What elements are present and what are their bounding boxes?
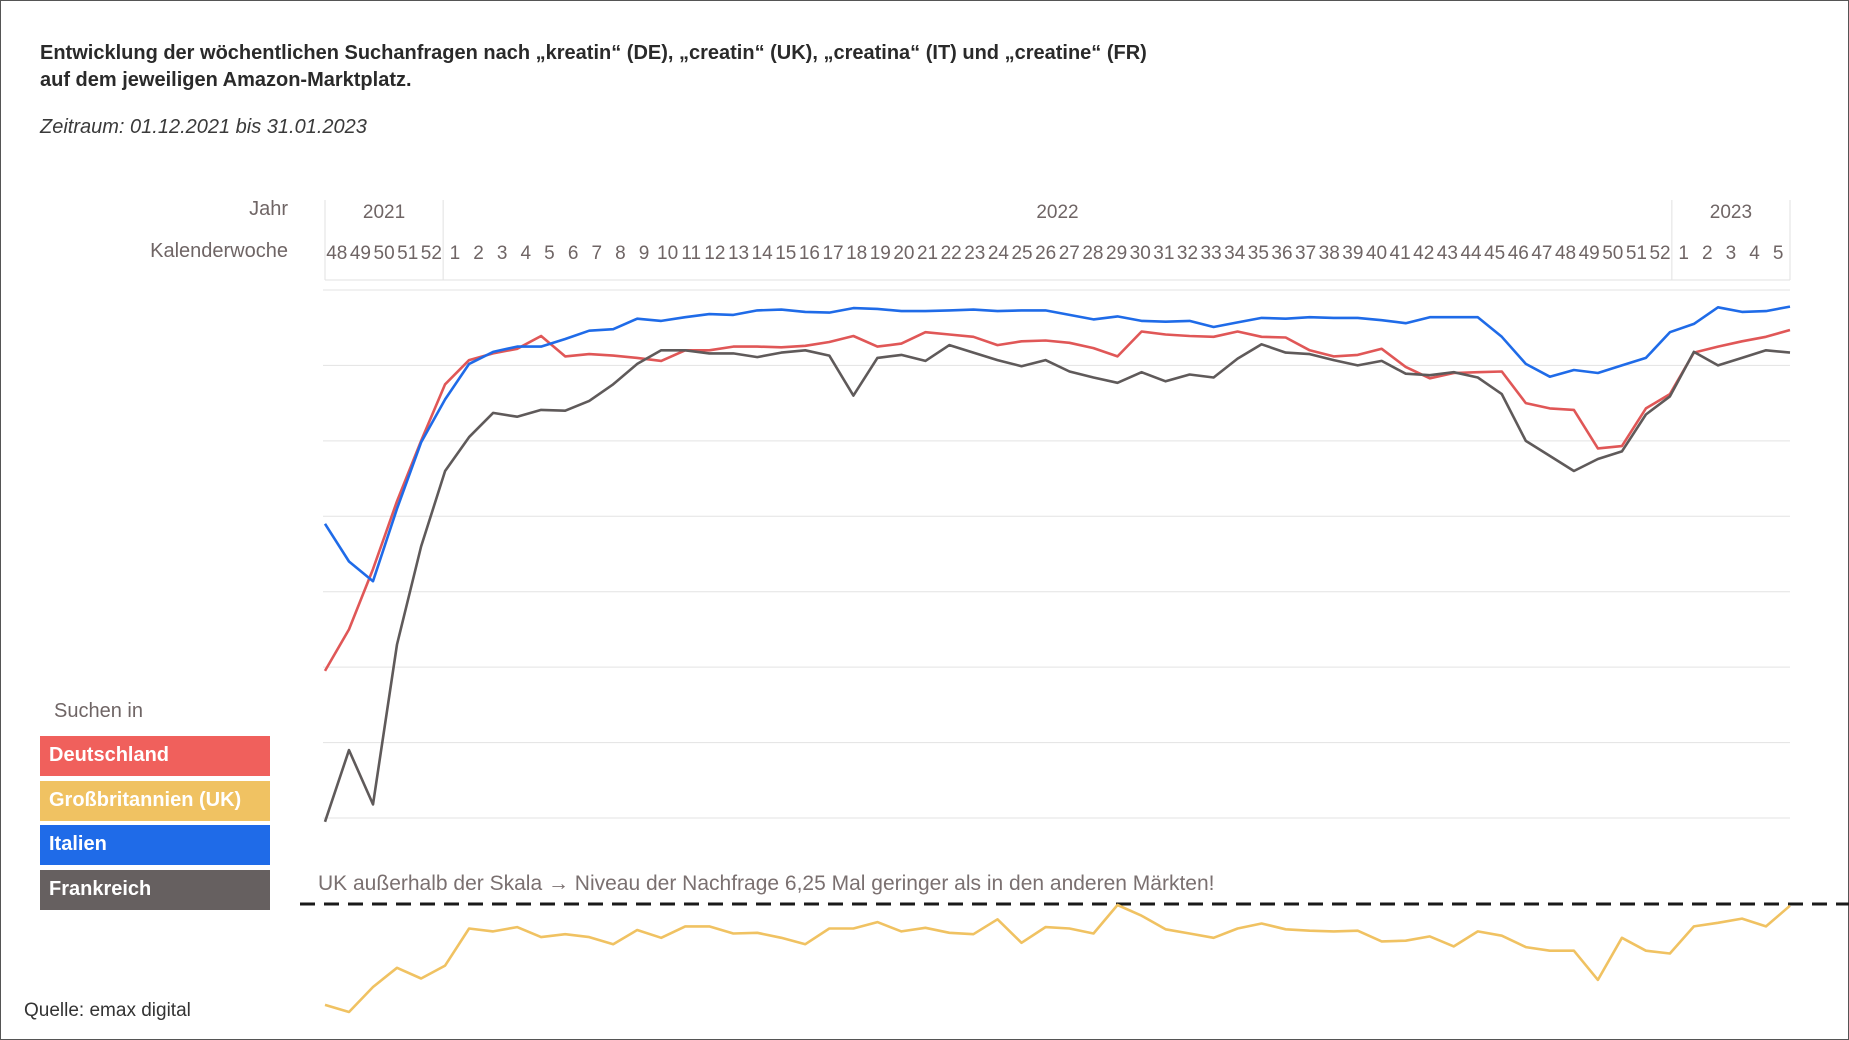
series-line-italien xyxy=(323,305,1791,583)
week-tick-label: 48 xyxy=(1555,243,1576,264)
week-tick-label: 25 xyxy=(1011,243,1032,264)
week-tick-label: 39 xyxy=(1342,243,1363,264)
week-tick-label: 9 xyxy=(639,243,650,264)
year-label: 2021 xyxy=(363,202,405,223)
year-label: 2022 xyxy=(1036,202,1078,223)
series-line-frankreich xyxy=(323,342,1791,823)
series-line-großbritannien-uk xyxy=(324,903,1791,1014)
week-tick-label: 15 xyxy=(775,243,796,264)
week-tick-label: 52 xyxy=(421,243,442,264)
legend-item-grossbritannien: Großbritannien (UK) xyxy=(40,781,270,821)
uk-scale-note: UK außerhalb der Skala → Niveau der Nach… xyxy=(318,872,1215,895)
week-tick-label: 34 xyxy=(1224,243,1246,264)
week-tick-label: 6 xyxy=(568,243,579,264)
week-tick-label: 3 xyxy=(497,243,508,264)
week-tick-label: 16 xyxy=(799,243,820,264)
week-tick-label: 47 xyxy=(1531,243,1552,264)
week-tick-label: 52 xyxy=(1649,243,1670,264)
gridlines xyxy=(323,289,1790,819)
week-tick-label: 7 xyxy=(591,243,602,264)
week-tick-label: 48 xyxy=(326,243,347,264)
series-line-deutschland xyxy=(323,328,1791,672)
legend-item-italien: Italien xyxy=(40,825,270,865)
year-row-label: Jahr xyxy=(249,198,288,220)
week-tick-label: 40 xyxy=(1366,243,1387,264)
week-tick-label: 51 xyxy=(397,243,418,264)
week-tick-label: 43 xyxy=(1437,243,1458,264)
week-tick-label: 30 xyxy=(1130,243,1151,264)
title-line-1: Entwicklung der wöchentlichen Suchanfrag… xyxy=(40,42,1147,64)
week-tick-label: 21 xyxy=(917,243,938,264)
week-tick-label: 36 xyxy=(1271,243,1292,264)
week-tick-label: 4 xyxy=(521,243,532,264)
week-tick-label: 13 xyxy=(728,243,749,264)
week-tick-label: 1 xyxy=(1678,243,1689,264)
week-tick-label: 44 xyxy=(1460,243,1482,264)
week-tick-label: 49 xyxy=(350,243,371,264)
week-tick-label: 49 xyxy=(1579,243,1600,264)
legend-title: Suchen in xyxy=(54,700,143,722)
week-tick-label: 5 xyxy=(544,243,555,264)
week-tick-label: 17 xyxy=(822,243,843,264)
week-tick-label: 32 xyxy=(1177,243,1198,264)
chart-title: Entwicklung der wöchentlichen Suchanfrag… xyxy=(40,40,1147,94)
week-tick-label: 20 xyxy=(893,243,914,264)
week-tick-label: 26 xyxy=(1035,243,1056,264)
week-tick-label: 3 xyxy=(1726,243,1737,264)
week-tick-label: 45 xyxy=(1484,243,1505,264)
week-tick-label: 50 xyxy=(374,243,395,264)
week-tick-label: 2 xyxy=(473,243,484,264)
week-tick-label: 5 xyxy=(1773,243,1784,264)
title-line-2: auf dem jeweiligen Amazon-Marktplatz. xyxy=(40,69,412,91)
year-label: 2023 xyxy=(1710,202,1752,223)
week-tick-label: 4 xyxy=(1749,243,1760,264)
week-tick-label: 2 xyxy=(1702,243,1713,264)
week-tick-label: 33 xyxy=(1201,243,1222,264)
week-tick-label: 1 xyxy=(450,243,461,264)
week-row-label: Kalenderwoche xyxy=(150,240,288,262)
week-tick-label: 12 xyxy=(704,243,725,264)
week-tick-label: 28 xyxy=(1082,243,1103,264)
week-tick-label: 27 xyxy=(1059,243,1080,264)
week-tick-label: 42 xyxy=(1413,243,1434,264)
week-tick-label: 41 xyxy=(1390,243,1411,264)
week-tick-label: 22 xyxy=(941,243,962,264)
week-tick-label: 24 xyxy=(988,243,1010,264)
week-tick-label: 31 xyxy=(1153,243,1174,264)
week-tick-label: 18 xyxy=(846,243,867,264)
week-tick-label: 23 xyxy=(964,243,985,264)
week-tick-label: 14 xyxy=(752,243,774,264)
week-tick-label: 46 xyxy=(1508,243,1529,264)
week-tick-label: 38 xyxy=(1319,243,1340,264)
legend-item-deutschland: Deutschland xyxy=(40,736,270,776)
series-lines xyxy=(323,305,1791,1014)
legend-item-frankreich: Frankreich xyxy=(40,870,270,910)
period-subtitle: Zeitraum: 01.12.2021 bis 31.01.2023 xyxy=(40,116,367,138)
week-tick-label: 19 xyxy=(870,243,891,264)
week-tick-label: 11 xyxy=(681,243,701,264)
week-tick-label: 50 xyxy=(1602,243,1623,264)
week-tick-label: 29 xyxy=(1106,243,1127,264)
week-tick-label: 8 xyxy=(615,243,626,264)
source-note: Quelle: emax digital xyxy=(24,1000,191,1021)
week-tick-label: 35 xyxy=(1248,243,1269,264)
week-tick-label: 10 xyxy=(657,243,678,264)
week-tick-label: 37 xyxy=(1295,243,1316,264)
week-tick-label: 51 xyxy=(1626,243,1647,264)
